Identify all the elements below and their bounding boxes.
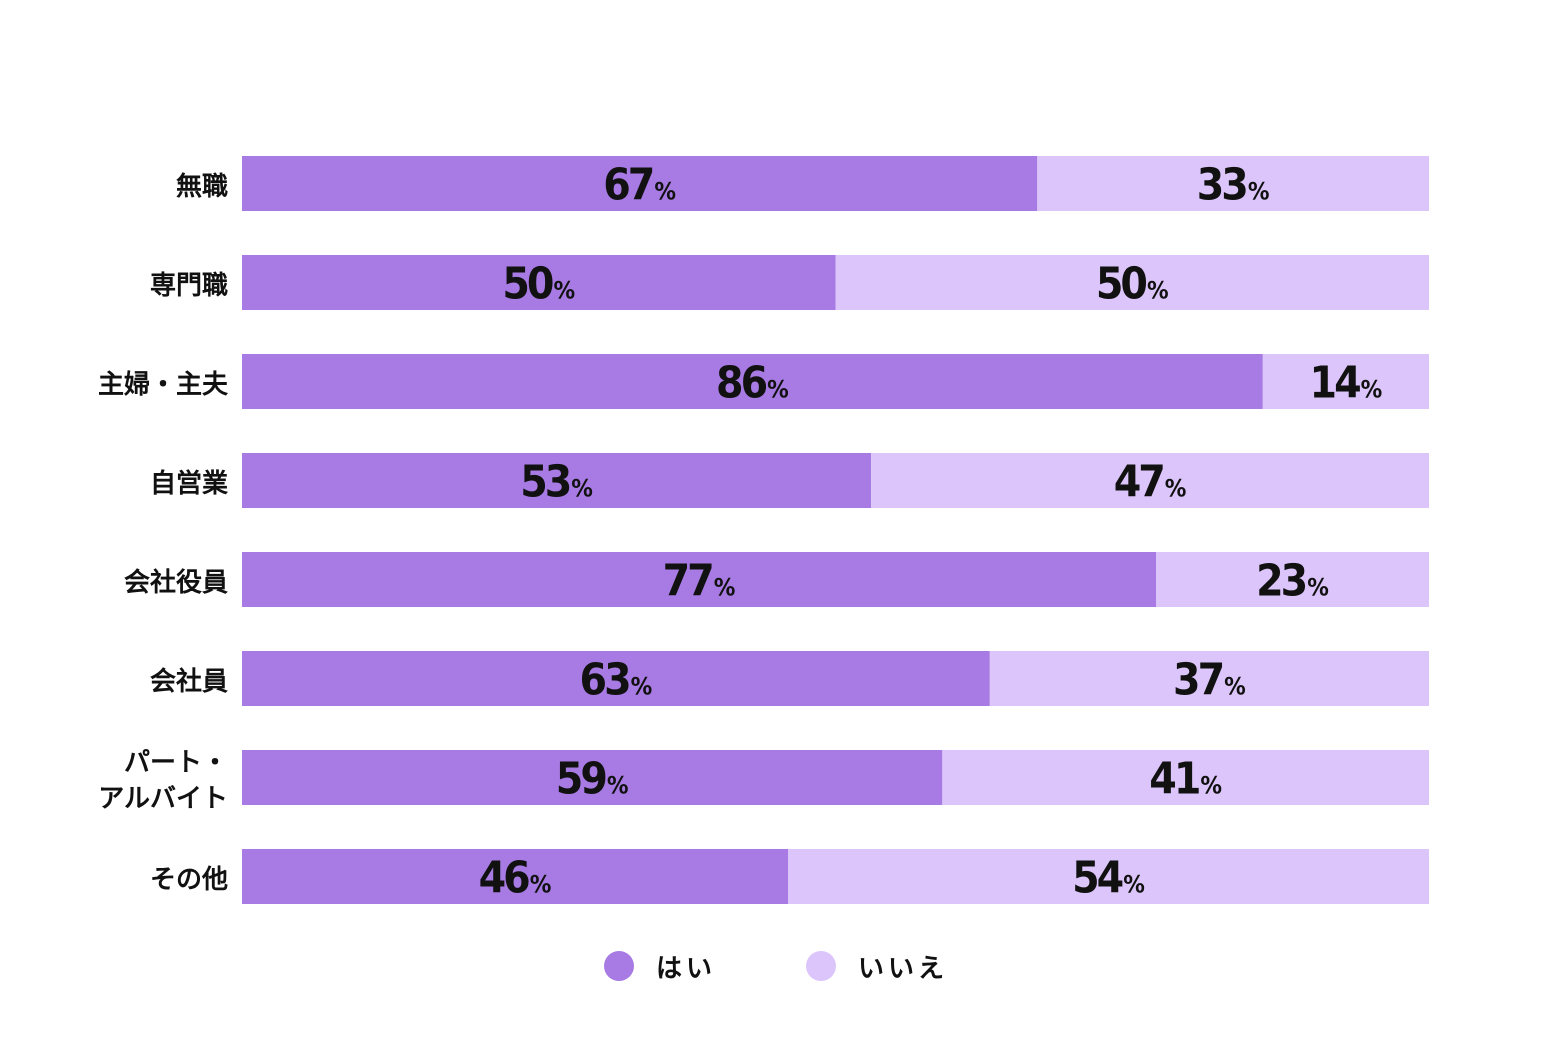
category-label-line: 会社員 (149, 666, 228, 697)
legend-item-yes: はい (604, 946, 716, 986)
bar-segment-no-7 (788, 849, 1429, 904)
category-label-line: 会社役員 (123, 567, 228, 598)
category-label: 自営業 (150, 466, 228, 502)
data-label-no-1: 50% (1096, 259, 1169, 310)
bar-segment-yes-3 (242, 453, 872, 508)
bar-segment-yes-6 (242, 750, 943, 805)
data-label-no-5: 37% (1173, 655, 1246, 706)
legend-item-no: いいえ (806, 946, 948, 986)
legend-label-no: いいえ (858, 953, 949, 984)
category-label-line: 無職 (175, 171, 228, 202)
category-label: 会社役員 (124, 565, 228, 601)
category-label: 主婦・主夫 (98, 367, 228, 403)
category-label: パート・アルバイト (98, 745, 228, 817)
bar-segment-no-2 (1262, 354, 1429, 409)
category-label: 無職 (176, 169, 228, 205)
data-label-no-2: 14% (1310, 358, 1383, 409)
data-label-yes-7: 46% (479, 853, 552, 904)
bar-segment-no-1 (835, 255, 1429, 310)
category-label-line: 主婦・主夫 (97, 369, 228, 400)
data-label-no-3: 47% (1114, 457, 1187, 508)
category-label: 専門職 (150, 268, 228, 304)
data-label-yes-1: 50% (502, 259, 575, 310)
data-label-yes-6: 59% (556, 754, 629, 805)
bar-segment-yes-1 (242, 255, 836, 310)
data-label-yes-0: 67% (603, 160, 676, 211)
data-label-yes-5: 63% (580, 655, 653, 706)
category-label-line: その他 (149, 864, 228, 895)
category-label-line: パート・ (123, 747, 228, 778)
data-label-no-6: 41% (1149, 754, 1222, 805)
category-label: 会社員 (150, 664, 228, 700)
bar-segment-no-0 (1037, 156, 1429, 211)
category-label-line: 専門職 (149, 270, 228, 301)
data-label-no-0: 33% (1197, 160, 1270, 211)
data-label-yes-3: 53% (520, 457, 593, 508)
bar-segment-no-4 (1155, 552, 1429, 607)
bar-segment-yes-2 (242, 354, 1263, 409)
category-label: その他 (150, 862, 228, 898)
bar-segment-no-5 (989, 651, 1429, 706)
category-label-line: アルバイト (98, 783, 228, 814)
bar-segment-yes-0 (242, 156, 1038, 211)
legend-label-yes: はい (656, 953, 717, 984)
data-label-yes-2: 86% (716, 358, 789, 409)
data-label-no-4: 23% (1256, 556, 1329, 607)
category-label-line: 自営業 (149, 468, 228, 499)
bar-segment-yes-4 (242, 552, 1156, 607)
data-label-yes-4: 77% (663, 556, 736, 607)
bar-segment-no-3 (871, 453, 1429, 508)
legend-swatch-no (806, 951, 836, 981)
legend-swatch-yes (604, 951, 634, 981)
bar-segment-yes-5 (242, 651, 990, 706)
bar-segment-yes-7 (242, 849, 789, 904)
bar-segment-no-6 (942, 750, 1429, 805)
data-label-no-7: 54% (1072, 853, 1145, 904)
